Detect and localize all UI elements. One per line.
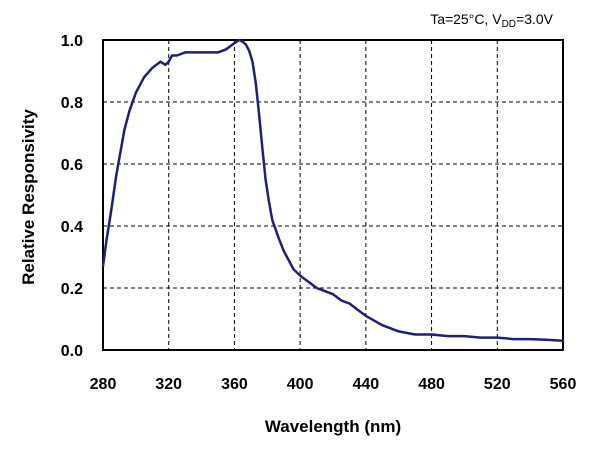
y-tick-label: 0.4 [61,219,83,236]
y-tick-label: 1.0 [61,33,83,50]
series-layer [101,38,565,342]
annotation-suffix: =3.0V [516,11,554,27]
plot-area-frame [102,39,564,351]
x-tick-label: 360 [221,376,248,393]
annotation-prefix: Ta=25°C, V [430,11,502,27]
condition-annotation: Ta=25°C, VDD=3.0V [430,11,553,30]
annotation-subscript: DD [502,19,516,30]
y-tick-label: 0.2 [61,281,83,298]
y-tick-label: 0.8 [61,95,83,112]
y-tick-label: 0.6 [61,157,83,174]
x-tick-label: 560 [550,376,577,393]
x-tick-label: 320 [155,376,182,393]
x-tick-label: 440 [353,376,380,393]
y-tick-label: 0.0 [61,343,83,360]
x-axis-label: Wavelength (nm) [265,417,401,436]
x-axis-ticks: 280 320 360 400 440 480 520 560 [90,376,577,393]
y-axis-label: Relative Responsivity [19,109,38,285]
y-axis-ticks: 0.0 0.2 0.4 0.6 0.8 1.0 [61,33,83,360]
x-tick-label: 400 [287,376,314,393]
x-tick-label: 280 [90,376,117,393]
responsivity-series-line [101,38,565,342]
x-tick-label: 520 [484,376,511,393]
grid [103,40,563,350]
x-tick-label: 480 [418,376,445,393]
